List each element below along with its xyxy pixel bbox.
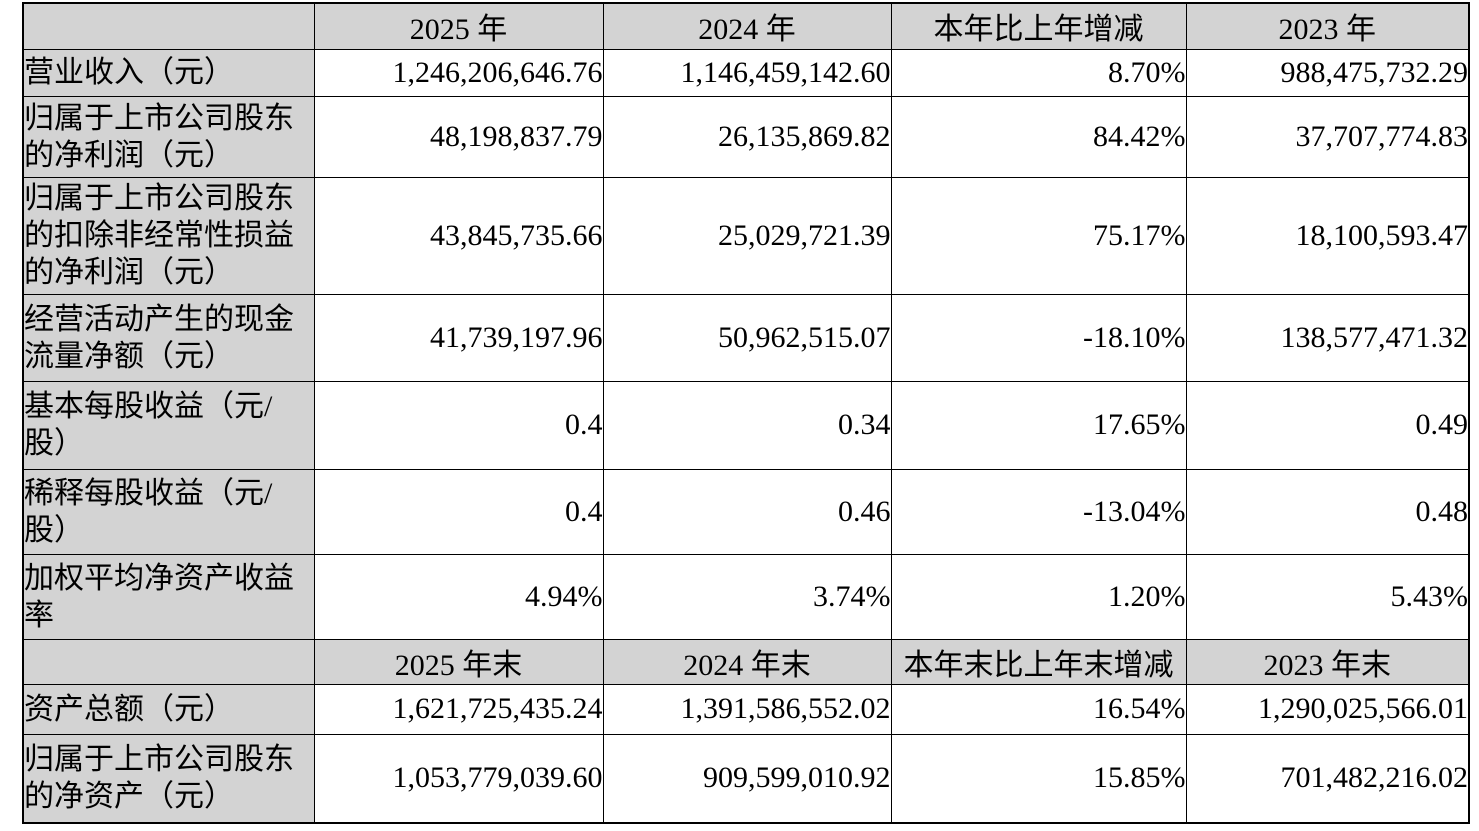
- value-2023: 988,475,732.29: [1185, 48, 1470, 97]
- table-row-net-assets: 归属于上市公司股东的净资产（元） 1,053,779,039.60 909,59…: [22, 733, 1470, 824]
- corner-cell: [22, 638, 315, 685]
- table-row-diluted-eps: 稀释每股收益（元/股） 0.4 0.46 -13.04% 0.48: [22, 468, 1470, 555]
- table-row-total-assets: 资产总额（元） 1,621,725,435.24 1,391,586,552.0…: [22, 683, 1470, 735]
- value-change: 17.65%: [890, 380, 1187, 470]
- value-change: 8.70%: [890, 48, 1187, 97]
- col-header-2025: 2025 年: [313, 2, 604, 50]
- col-header-2024-end: 2024 年末: [602, 638, 892, 685]
- value-2025-end: 1,621,725,435.24: [313, 683, 604, 735]
- value-2023: 37,707,774.83: [1185, 95, 1470, 178]
- col-header-yoy-change: 本年比上年增减: [890, 2, 1187, 50]
- row-label: 经营活动产生的现金流量净额（元）: [22, 293, 315, 382]
- corner-cell: [22, 2, 315, 50]
- value-2024: 50,962,515.07: [602, 293, 892, 382]
- value-2024: 3.74%: [602, 553, 892, 640]
- value-2024-end: 909,599,010.92: [602, 733, 892, 824]
- row-label: 营业收入（元）: [22, 48, 315, 97]
- col-header-end-change: 本年末比上年末增减: [890, 638, 1187, 685]
- value-2024-end: 1,391,586,552.02: [602, 683, 892, 735]
- value-2025: 48,198,837.79: [313, 95, 604, 178]
- value-2025: 0.4: [313, 380, 604, 470]
- header-row-period-end: 2025 年末 2024 年末 本年末比上年末增减 2023 年末: [22, 638, 1470, 685]
- value-2025: 1,246,206,646.76: [313, 48, 604, 97]
- value-change: -18.10%: [890, 293, 1187, 382]
- value-2025: 4.94%: [313, 553, 604, 640]
- value-end-change: 16.54%: [890, 683, 1187, 735]
- value-2023: 138,577,471.32: [1185, 293, 1470, 382]
- value-2025: 43,845,735.66: [313, 176, 604, 295]
- value-2023: 0.49: [1185, 380, 1470, 470]
- value-change: 84.42%: [890, 95, 1187, 178]
- value-2024: 25,029,721.39: [602, 176, 892, 295]
- value-2024: 26,135,869.82: [602, 95, 892, 178]
- value-change: 1.20%: [890, 553, 1187, 640]
- value-2023: 0.48: [1185, 468, 1470, 555]
- value-end-change: 15.85%: [890, 733, 1187, 824]
- value-change: 75.17%: [890, 176, 1187, 295]
- value-2023: 5.43%: [1185, 553, 1470, 640]
- value-2023-end: 701,482,216.02: [1185, 733, 1470, 824]
- table-row-net-profit-deducted: 归属于上市公司股东的扣除非经常性损益的净利润（元） 43,845,735.66 …: [22, 176, 1470, 295]
- table-row-revenue: 营业收入（元） 1,246,206,646.76 1,146,459,142.6…: [22, 48, 1470, 97]
- financial-summary-table: 2025 年 2024 年 本年比上年增减 2023 年 营业收入（元） 1,2…: [22, 2, 1470, 824]
- col-header-2025-end: 2025 年末: [313, 638, 604, 685]
- value-2024: 1,146,459,142.60: [602, 48, 892, 97]
- value-change: -13.04%: [890, 468, 1187, 555]
- col-header-2024: 2024 年: [602, 2, 892, 50]
- header-row-annual: 2025 年 2024 年 本年比上年增减 2023 年: [22, 2, 1470, 50]
- row-label: 资产总额（元）: [22, 683, 315, 735]
- row-label: 稀释每股收益（元/股）: [22, 468, 315, 555]
- col-header-2023: 2023 年: [1185, 2, 1470, 50]
- row-label: 归属于上市公司股东的净资产（元）: [22, 733, 315, 824]
- table-row-net-profit: 归属于上市公司股东的净利润（元） 48,198,837.79 26,135,86…: [22, 95, 1470, 178]
- value-2025: 0.4: [313, 468, 604, 555]
- table-row-weighted-avg-roe: 加权平均净资产收益率 4.94% 3.74% 1.20% 5.43%: [22, 553, 1470, 640]
- value-2025-end: 1,053,779,039.60: [313, 733, 604, 824]
- table-row-basic-eps: 基本每股收益（元/股） 0.4 0.34 17.65% 0.49: [22, 380, 1470, 470]
- row-label: 归属于上市公司股东的净利润（元）: [22, 95, 315, 178]
- value-2025: 41,739,197.96: [313, 293, 604, 382]
- row-label: 加权平均净资产收益率: [22, 553, 315, 640]
- value-2024: 0.46: [602, 468, 892, 555]
- col-header-2023-end: 2023 年末: [1185, 638, 1470, 685]
- financial-summary: 2025 年 2024 年 本年比上年增减 2023 年 营业收入（元） 1,2…: [22, 2, 1470, 824]
- value-2023: 18,100,593.47: [1185, 176, 1470, 295]
- value-2024: 0.34: [602, 380, 892, 470]
- table-row-operating-cash-flow: 经营活动产生的现金流量净额（元） 41,739,197.96 50,962,51…: [22, 293, 1470, 382]
- row-label: 基本每股收益（元/股）: [22, 380, 315, 470]
- row-label: 归属于上市公司股东的扣除非经常性损益的净利润（元）: [22, 176, 315, 295]
- value-2023-end: 1,290,025,566.01: [1185, 683, 1470, 735]
